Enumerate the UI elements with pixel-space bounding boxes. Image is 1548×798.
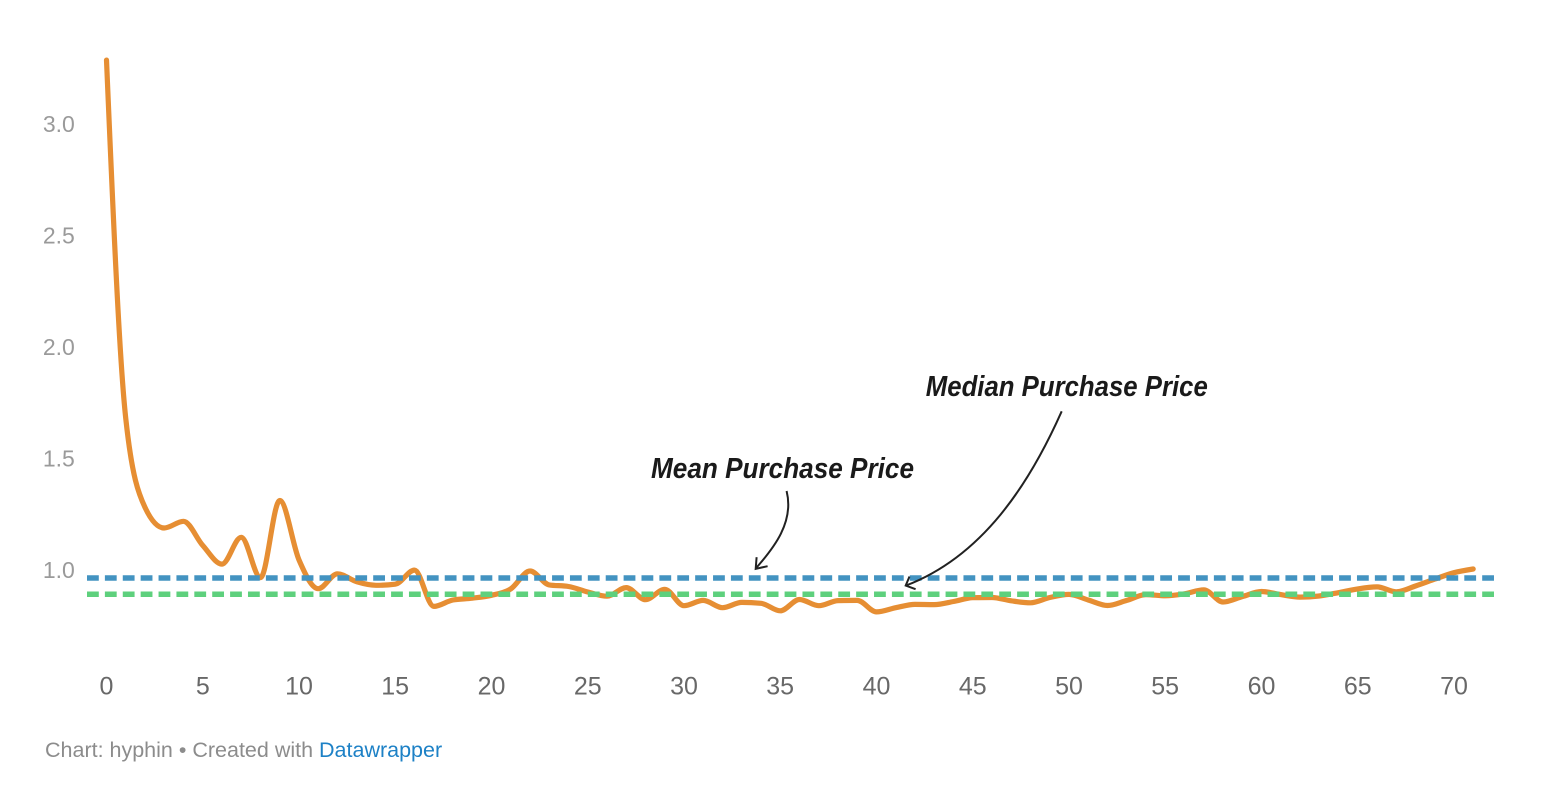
svg-text:1.5: 1.5 xyxy=(43,445,75,471)
svg-text:40: 40 xyxy=(863,673,891,701)
svg-text:60: 60 xyxy=(1248,673,1276,701)
svg-text:0: 0 xyxy=(100,673,114,701)
svg-text:1.0: 1.0 xyxy=(43,557,75,583)
svg-text:45: 45 xyxy=(959,673,987,701)
svg-text:10: 10 xyxy=(285,673,313,701)
svg-text:Mean Purchase Price: Mean Purchase Price xyxy=(651,453,914,485)
svg-text:65: 65 xyxy=(1344,673,1372,701)
svg-text:70: 70 xyxy=(1440,673,1468,701)
svg-text:2.5: 2.5 xyxy=(43,222,75,248)
svg-text:Median Purchase Price: Median Purchase Price xyxy=(926,371,1208,403)
svg-text:30: 30 xyxy=(670,673,698,701)
svg-text:3.0: 3.0 xyxy=(43,111,75,137)
svg-text:25: 25 xyxy=(574,673,602,701)
svg-text:5: 5 xyxy=(196,673,210,701)
svg-text:15: 15 xyxy=(381,673,409,701)
svg-text:55: 55 xyxy=(1151,673,1179,701)
svg-text:20: 20 xyxy=(478,673,506,701)
svg-text:2.0: 2.0 xyxy=(43,334,75,360)
svg-text:50: 50 xyxy=(1055,673,1083,701)
svg-text:35: 35 xyxy=(766,673,794,701)
